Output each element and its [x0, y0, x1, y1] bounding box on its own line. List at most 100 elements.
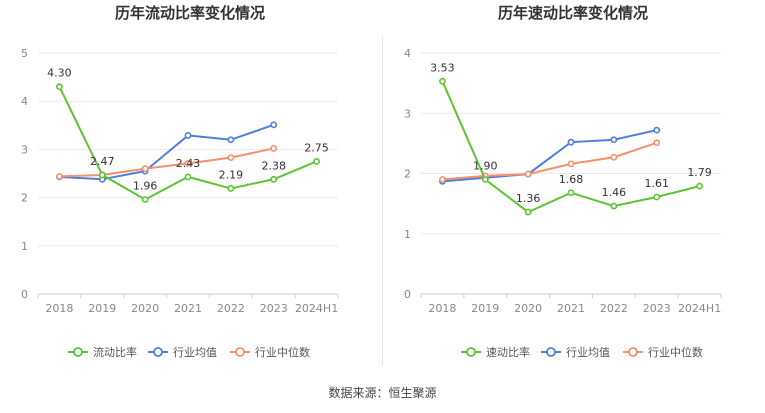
data-point	[227, 154, 235, 161]
data-point	[184, 173, 192, 181]
series-industry_avg	[439, 126, 661, 185]
data-point	[184, 132, 192, 139]
data-point	[141, 165, 149, 173]
data-point	[653, 193, 661, 201]
quick-ratio-chart-svg: 历年速动比率变化情况 0 1 2 3 4 2018 2019 2020 2021 2022 2023 2…	[404, 4, 722, 359]
legend-label: 行业中位数	[255, 345, 310, 359]
data-point	[270, 175, 278, 183]
legend-label: 行业均值	[173, 346, 217, 359]
data-label: 2.75	[304, 141, 329, 154]
x-tick-label: 2020	[514, 302, 542, 315]
data-point	[610, 153, 618, 161]
data-point	[313, 158, 320, 165]
chart-title: 历年流动比率变化情况	[115, 4, 265, 22]
data-point	[141, 196, 149, 203]
current-ratio-chart: 历年流动比率变化情况 0 1 2 3 4 5 2018 2019 2020 2021 2022 2023…	[0, 0, 382, 380]
legend-label: 行业均值	[566, 346, 610, 359]
data-label: 1.36	[516, 192, 541, 205]
legend-item-industry_median[interactable]: 行业中位数	[230, 345, 310, 359]
data-label: 1.61	[644, 177, 669, 190]
legend-marker-icon	[628, 347, 638, 357]
legend-item-industry_median[interactable]: 行业中位数	[623, 345, 703, 359]
legend-marker-icon	[546, 347, 556, 357]
data-point	[184, 159, 192, 167]
legend-item-industry_avg[interactable]: 行业均值	[148, 346, 217, 359]
data-point	[439, 77, 446, 85]
data-label: 1.96	[133, 180, 158, 193]
y-tick-label: 2	[404, 168, 411, 181]
legend-label: 行业中位数	[648, 345, 703, 359]
legend-item-company[interactable]: 速动比率	[461, 345, 530, 359]
y-tick-label: 2	[21, 192, 28, 205]
x-tick-label: 2018	[428, 302, 456, 315]
y-tick-label: 5	[21, 47, 28, 60]
data-point	[56, 83, 63, 91]
legend-marker-icon	[153, 347, 163, 357]
y-tick-label: 3	[404, 107, 411, 120]
series-company	[439, 77, 703, 216]
series-industry_avg	[56, 121, 278, 183]
data-label: 2.19	[219, 168, 244, 181]
x-tick-label: 2023	[643, 302, 671, 315]
x-tick-label: 2018	[45, 302, 73, 315]
y-tick-label: 1	[21, 240, 28, 253]
data-label: 2.38	[261, 159, 286, 172]
y-tick-label: 3	[21, 143, 28, 156]
data-point	[653, 126, 661, 134]
data-label: 3.53	[430, 61, 455, 74]
data-label: 1.46	[602, 186, 627, 199]
data-point	[481, 176, 489, 183]
legend-item-industry_avg[interactable]: 行业均值	[541, 346, 610, 359]
legend-label: 速动比率	[486, 345, 530, 359]
data-label: 1.79	[687, 166, 712, 179]
x-tick-label: 2022	[217, 302, 245, 315]
current-ratio-chart-svg: 历年流动比率变化情况 0 1 2 3 4 5 2018 2019 2020 2021 2022 2023…	[21, 4, 339, 359]
series-line	[58, 86, 317, 201]
data-point	[696, 182, 703, 190]
legend-marker-icon	[73, 347, 83, 357]
data-point	[56, 172, 63, 180]
x-tick-label: 2019	[88, 302, 116, 315]
data-label: 4.30	[47, 67, 72, 80]
data-point	[227, 185, 235, 192]
legend-label: 流动比率	[93, 345, 137, 359]
series-line	[59, 123, 275, 181]
data-point	[227, 136, 235, 144]
series-line	[59, 147, 274, 178]
data-point	[567, 189, 575, 197]
x-tick-label: 2023	[260, 302, 288, 315]
y-tick-label: 1	[404, 228, 411, 241]
y-tick-label: 0	[21, 288, 28, 301]
data-label: 1.68	[559, 173, 584, 186]
data-point	[610, 136, 618, 144]
x-tick-label: 2020	[131, 302, 159, 315]
data-point	[270, 145, 278, 152]
data-point	[567, 138, 575, 146]
x-tick-label: 2022	[600, 302, 628, 315]
data-label: 1.90	[473, 160, 498, 173]
series-line	[442, 129, 657, 183]
data-point	[524, 208, 532, 216]
legend-item-company[interactable]: 流动比率	[68, 345, 137, 359]
data-point	[610, 202, 618, 210]
data-point	[439, 176, 446, 183]
data-label: 2.47	[90, 155, 115, 168]
data-point	[653, 139, 661, 147]
y-tick-label: 4	[404, 47, 411, 60]
y-tick-label: 0	[404, 288, 411, 301]
data-source-note: 数据来源：恒生聚源	[328, 386, 437, 400]
x-tick-label: 2024H1	[678, 302, 721, 315]
quick-ratio-chart: 历年速动比率变化情况 0 1 2 3 4 2018 2019 2020 2021 2022 2023 2…	[383, 0, 765, 380]
legend-marker-icon	[235, 347, 245, 357]
x-tick-label: 2019	[471, 302, 499, 315]
chart-divider	[382, 36, 383, 366]
data-point	[567, 160, 575, 168]
data-point	[98, 171, 106, 179]
chart-title: 历年速动比率变化情况	[498, 4, 648, 22]
data-label: 2.43	[176, 157, 201, 170]
y-tick-label: 4	[21, 95, 28, 108]
series-company	[56, 83, 320, 203]
series-line	[442, 141, 658, 181]
x-tick-label: 2021	[557, 302, 585, 315]
x-tick-label: 2021	[174, 302, 202, 315]
